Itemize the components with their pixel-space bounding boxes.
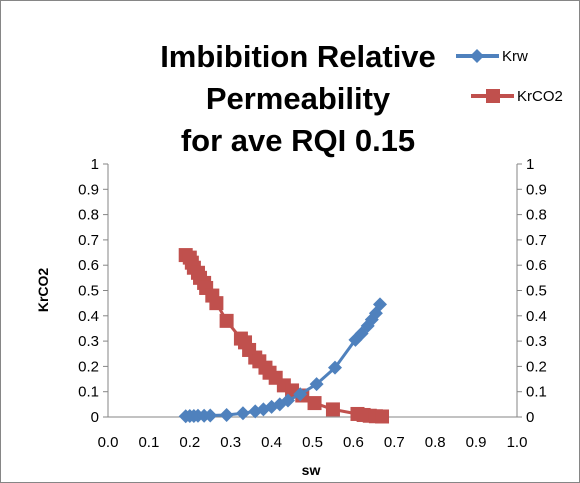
y-tick-label-left: 0.8 (78, 207, 99, 224)
y-tick-label-right: 0 (526, 409, 534, 426)
data-point-krw (327, 360, 342, 375)
x-tick-label: 0.7 (384, 434, 405, 451)
x-tick-label: 0.8 (425, 434, 446, 451)
x-tick-label: 0.2 (179, 434, 200, 451)
legend-marker-krw (470, 49, 484, 63)
legend-label-krw: Krw (502, 48, 528, 65)
y-tick-label-left: 0.2 (78, 358, 99, 375)
data-point-krw (219, 407, 234, 422)
x-tick-label: 0.3 (220, 434, 241, 451)
data-point-krco2 (219, 313, 234, 328)
y-tick-label-left: 0.9 (78, 181, 99, 198)
y-tick-label-right: 0.8 (526, 207, 547, 224)
y-tick-label-left: 0.6 (78, 257, 99, 274)
chart-title: Imbibition Relative Permeability for ave… (160, 39, 436, 158)
data-point-krco2 (209, 296, 224, 311)
x-axis-label: sw (302, 462, 321, 478)
series-krco2 (178, 248, 390, 424)
x-tick-label: 1.0 (507, 434, 528, 451)
y-tick-label-left: 0.5 (78, 283, 99, 300)
y-tick-label-left: 0.3 (78, 333, 99, 350)
y-tick-label-right: 0.2 (526, 358, 547, 375)
y-tick-label-left: 0.4 (78, 308, 99, 325)
y-tick-label-right: 0.7 (526, 232, 547, 249)
axis-ticks: 0.0 0.1 0.2 0.3 0.4 0.5 0.6 0.7 0.8 0.9 1.0 0 0.1 0.2… (78, 156, 547, 451)
legend-item-krw: Krw (456, 48, 528, 65)
x-tick-label: 0.5 (302, 434, 323, 451)
legend: Krw KrCO2 (456, 48, 563, 105)
y-tick-label-left: 0.7 (78, 232, 99, 249)
data-point-krw (203, 408, 218, 423)
x-tick-label: 0.0 (98, 434, 119, 451)
title-line-3: for ave RQI 0.15 (181, 123, 415, 158)
data-point-krw (309, 377, 324, 392)
data-point-krw (235, 406, 250, 421)
y-axis-label: KrCO2 (35, 268, 51, 313)
series-krw (178, 297, 387, 424)
y-tick-label-right: 0.1 (526, 384, 547, 401)
legend-marker-krco2 (486, 89, 500, 103)
x-tick-label: 0.9 (466, 434, 487, 451)
y-tick-label-right: 0.3 (526, 333, 547, 350)
title-line-1: Imbibition Relative (160, 39, 436, 74)
data-point-krw (293, 387, 308, 402)
data-point-krw (372, 297, 387, 312)
x-tick-label: 0.4 (261, 434, 282, 451)
legend-label-krco2: KrCO2 (517, 88, 563, 105)
data-point-krco2 (375, 409, 390, 424)
data-point-krw (280, 393, 295, 408)
x-tick-label: 0.6 (343, 434, 364, 451)
series-layer (178, 248, 390, 424)
y-tick-label-right: 0.9 (526, 181, 547, 198)
title-line-2: Permeability (206, 81, 391, 116)
legend-item-krco2: KrCO2 (471, 88, 563, 105)
y-tick-label-right: 1 (526, 156, 534, 173)
x-tick-label: 0.1 (138, 434, 159, 451)
y-tick-label-right: 0.5 (526, 283, 547, 300)
y-tick-label-left: 1 (91, 156, 99, 173)
data-point-krco2 (325, 402, 340, 417)
y-tick-label-left: 0.1 (78, 384, 99, 401)
y-tick-label-left: 0 (91, 409, 99, 426)
plot-area (107, 164, 518, 418)
y-tick-label-right: 0.4 (526, 308, 547, 325)
y-tick-label-right: 0.6 (526, 257, 547, 274)
data-point-krco2 (307, 396, 322, 411)
